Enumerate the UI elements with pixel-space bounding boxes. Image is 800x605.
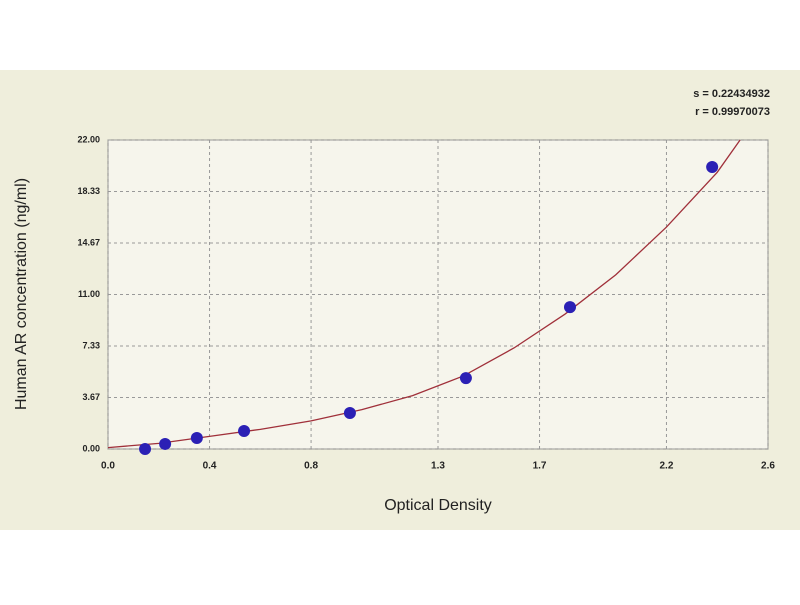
fit-line [107,139,741,449]
y-axis-label: Human AR concentration (ng/ml) [13,178,30,410]
point [564,301,576,314]
y-tick-label: 22.00 [77,134,100,144]
x-tick-label: 2.6 [761,461,775,472]
point [706,160,719,173]
x-tick-label: 2.2 [660,461,674,472]
x-tick-label: 1.3 [431,461,445,472]
point [459,372,472,385]
point [190,432,203,445]
y-tick-label: 3.67 [82,392,100,402]
y-tick-label: 11.00 [78,289,100,299]
x-tick-label: 0.0 [101,461,115,472]
y-tick-label: 0.00 [82,443,100,453]
x-tick-label: 0.4 [203,461,217,472]
y-tick-label: 14.67 [77,237,100,247]
x-tick-label: 0.8 [304,461,318,472]
x-axis-label: Optical Density [384,497,492,514]
point [159,437,172,450]
x-tick-label: 1.7 [533,461,547,472]
point [343,407,356,420]
annotation: r = 0.99970073 [695,106,770,118]
annotation: s = 0.22434932 [693,88,770,100]
y-tick-label: 18.33 [77,186,100,196]
point [238,425,251,438]
point [139,443,152,455]
y-tick-label: 7.33 [82,340,100,350]
